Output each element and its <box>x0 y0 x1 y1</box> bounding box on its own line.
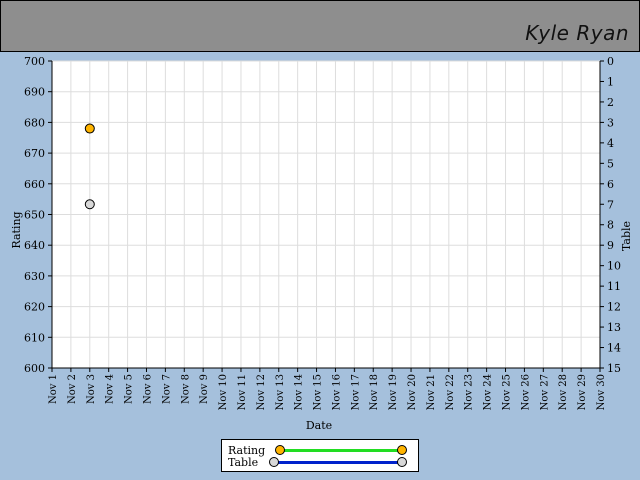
left-axis-label: Rating <box>10 211 23 248</box>
x-tick-label: Nov 1 <box>48 374 59 404</box>
left-tick-label: 690 <box>24 86 45 99</box>
x-tick-label: Nov 4 <box>105 374 116 404</box>
right-tick-label: 11 <box>607 280 621 293</box>
right-tick-label: 12 <box>607 301 621 314</box>
x-tick-label: Nov 22 <box>445 374 456 410</box>
x-tick-label: Nov 25 <box>502 374 513 410</box>
left-tick-label: 610 <box>24 331 45 344</box>
right-tick-label: 14 <box>607 342 621 355</box>
legend: Rating Table <box>221 439 419 472</box>
left-tick-label: 700 <box>24 55 45 68</box>
x-tick-label: Nov 6 <box>142 374 153 404</box>
right-axis-label: Table <box>620 221 633 251</box>
x-tick-label: Nov 26 <box>520 374 531 410</box>
left-axis-ticks: 700 690 680 670 660 650 640 630 620 610 600 <box>24 55 52 375</box>
left-tick-label: 660 <box>24 178 45 191</box>
x-tick-label: Nov 27 <box>539 374 550 410</box>
legend-label-table: Table <box>228 456 259 469</box>
data-point-table <box>84 199 95 210</box>
x-tick-label: Nov 24 <box>483 374 494 410</box>
right-tick-label: 5 <box>607 157 614 170</box>
legend-marker-rating-start <box>275 445 285 455</box>
right-tick-label: 13 <box>607 321 621 334</box>
left-tick-label: 670 <box>24 147 45 160</box>
left-tick-label: 600 <box>24 362 45 375</box>
legend-line-rating <box>284 449 402 452</box>
left-tick-label: 620 <box>24 301 45 314</box>
right-tick-label: 1 <box>607 75 614 88</box>
left-tick-label: 630 <box>24 270 45 283</box>
left-tick-label: 680 <box>24 116 45 129</box>
x-tick-label: Nov 16 <box>331 374 342 410</box>
right-tick-label: 9 <box>607 239 614 252</box>
x-tick-label: Nov 12 <box>256 374 267 410</box>
right-tick-label: 8 <box>607 219 614 232</box>
x-tick-label: Nov 13 <box>275 374 286 410</box>
x-tick-label: Nov 3 <box>86 374 97 404</box>
data-points <box>84 123 95 210</box>
left-tick-label: 640 <box>24 239 45 252</box>
x-tick-label: Nov 14 <box>294 374 305 410</box>
right-tick-label: 15 <box>607 362 621 375</box>
legend-marker-rating-end <box>397 445 407 455</box>
legend-label-rating: Rating <box>228 444 266 457</box>
x-tick-label: Nov 21 <box>426 374 437 410</box>
x-tick-label: Nov 15 <box>313 374 324 410</box>
x-tick-label: Nov 18 <box>369 374 380 410</box>
x-tick-label: Nov 19 <box>388 374 399 410</box>
x-tick-label: Nov 2 <box>67 374 78 404</box>
x-tick-label: Nov 30 <box>596 374 607 410</box>
x-tick-label: Nov 5 <box>124 374 135 404</box>
right-tick-label: 3 <box>607 116 614 129</box>
left-tick-label: 650 <box>24 209 45 222</box>
data-point-rating <box>84 123 95 134</box>
player-name: Kyle Ryan <box>525 21 629 45</box>
legend-marker-table-start <box>269 457 279 467</box>
right-tick-label: 10 <box>607 260 621 273</box>
legend-marker-table-end <box>397 457 407 467</box>
x-tick-label: Nov 29 <box>577 374 588 410</box>
right-tick-label: 7 <box>607 198 614 211</box>
x-tick-label: Nov 10 <box>218 374 229 410</box>
x-tick-label: Nov 23 <box>464 374 475 410</box>
header-bar: Kyle Ryan <box>0 0 640 52</box>
x-tick-label: Nov 9 <box>199 374 210 404</box>
right-tick-label: 6 <box>607 178 614 191</box>
x-tick-label: Nov 17 <box>350 374 361 410</box>
x-tick-label: Nov 7 <box>161 374 172 404</box>
right-tick-label: 0 <box>607 55 614 68</box>
x-axis-label: Date <box>306 419 332 432</box>
x-axis-ticks: Nov 1 Nov 2 Nov 3 Nov 4 Nov 5 Nov 6 Nov 7 Nov 8… <box>48 368 607 410</box>
legend-line-table <box>278 461 402 464</box>
x-tick-label: Nov 28 <box>558 374 569 410</box>
right-tick-label: 4 <box>607 137 614 150</box>
x-tick-label: Nov 20 <box>407 374 418 410</box>
right-tick-label: 2 <box>607 96 614 109</box>
x-tick-label: Nov 8 <box>180 374 191 404</box>
x-tick-label: Nov 11 <box>237 374 248 410</box>
